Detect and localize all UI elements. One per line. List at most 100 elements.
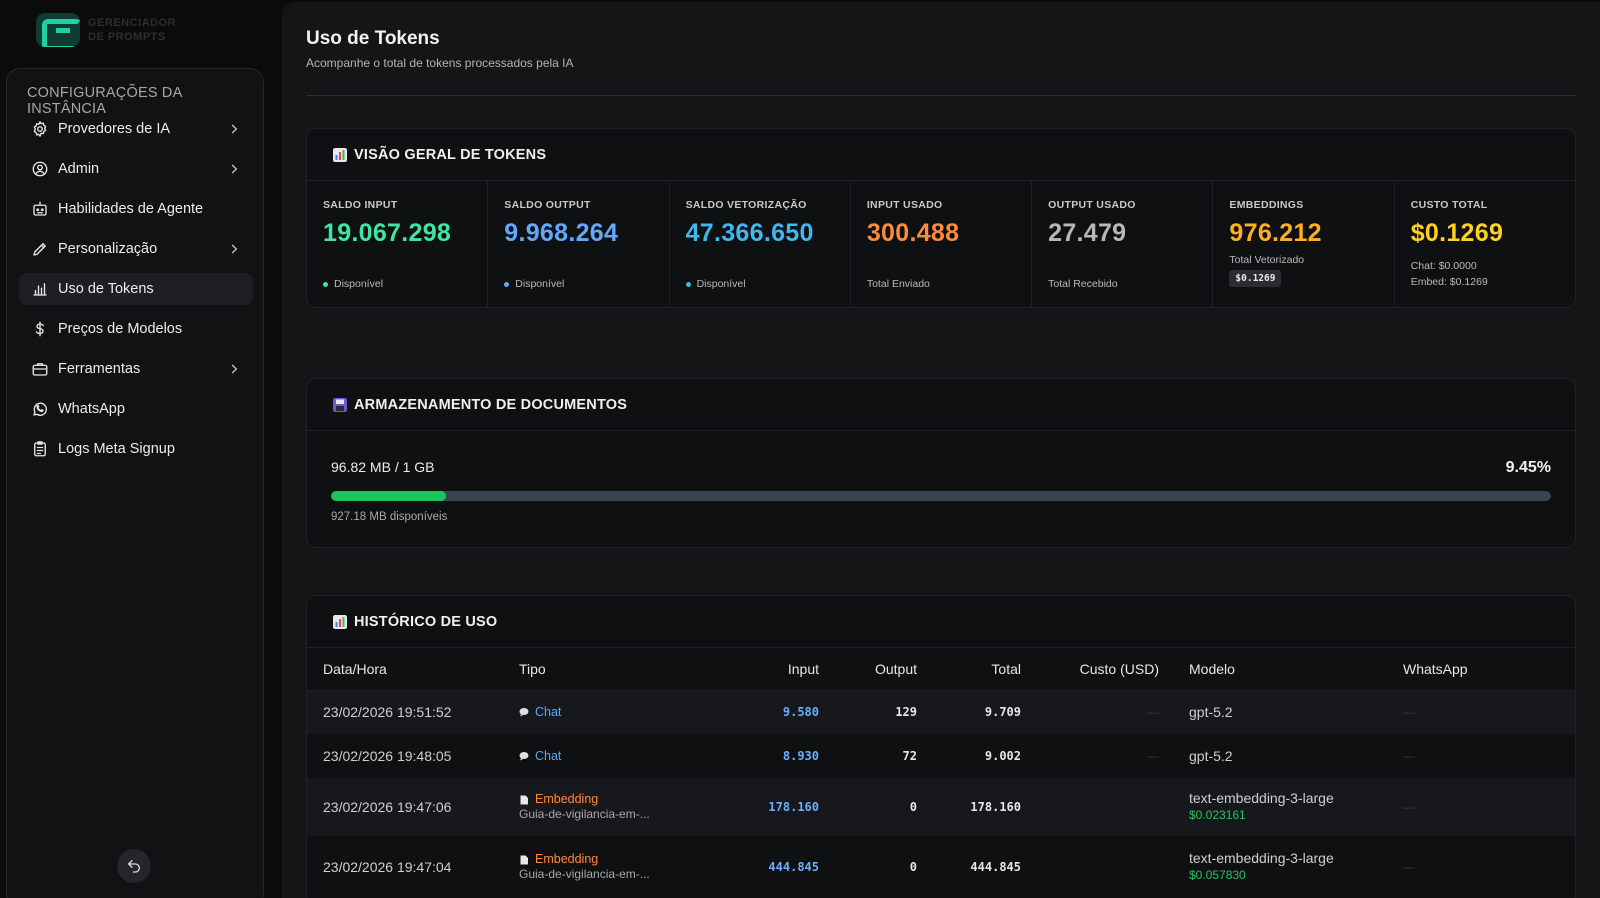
status-dot-icon: [323, 281, 328, 287]
sidebar-item-label: Logs Meta Signup: [58, 441, 175, 457]
sidebar-item-label: WhatsApp: [58, 401, 125, 417]
cell-output: 129: [895, 705, 917, 720]
logo-mark-icon: [36, 13, 80, 47]
briefcase-icon: [31, 360, 49, 378]
undo-arrow-icon: [127, 860, 140, 873]
cell-model: gpt-5.2: [1189, 747, 1233, 764]
storage-progress-bar: [331, 491, 1551, 501]
sidebar-item-provedores-de-ia[interactable]: Provedores de IA: [19, 113, 253, 145]
chevron-right-icon: [227, 242, 241, 256]
cell-input: 8.930: [782, 749, 819, 763]
table-header-row: Data/Hora Tipo Input Output Total Custo …: [307, 648, 1575, 691]
cell-date: 23/02/2026 19:47:04: [323, 859, 452, 875]
document-name: Guia-de-vigilancia-em-...: [519, 867, 650, 881]
col-header-output[interactable]: Output: [819, 648, 917, 691]
sidebar-item-label: Personalização: [58, 241, 158, 257]
stat-foot: Disponível: [504, 278, 564, 290]
gear-icon: [31, 120, 49, 138]
stat-label: SALDO OUTPUT: [504, 199, 591, 211]
cost-badge: $0.1269: [1229, 270, 1282, 287]
stat-label: CUSTO TOTAL: [1410, 199, 1488, 211]
col-header-whatsapp[interactable]: WhatsApp: [1399, 648, 1575, 691]
stat-foot: Disponível: [685, 278, 746, 290]
chat-bubble-icon: [519, 752, 529, 761]
cell-cost: [1021, 836, 1159, 898]
col-header-model[interactable]: Modelo: [1159, 648, 1399, 691]
status-dot-icon: [685, 281, 691, 287]
cell-cost: [1021, 778, 1159, 836]
card-title: ARMAZENAMENTO DE DOCUMENTOS: [354, 396, 628, 413]
sidebar-item-uso-de-tokens[interactable]: Uso de Tokens: [19, 273, 253, 305]
col-header-cost[interactable]: Custo (USD): [1021, 648, 1159, 691]
cell-type: Chat: [519, 734, 699, 778]
stat-foot: Total Recebido: [1048, 278, 1118, 290]
cell-model: text-embedding-3-large $0.023161: [1159, 778, 1399, 836]
stat-value: 9.968.264: [504, 219, 619, 247]
clipboard-icon: [31, 440, 49, 458]
cell-total: 9.002: [984, 749, 1021, 763]
stat-value: 27.479: [1048, 219, 1127, 247]
cell-output: 0: [909, 860, 917, 874]
stat-label: SALDO VETORIZAÇÃO: [685, 199, 807, 211]
page-subtitle: Acompanhe o total de tokens processados …: [306, 56, 574, 70]
table-row[interactable]: 23/02/2026 19:47:04 Embedding Guia-de-vi…: [307, 836, 1575, 898]
sidebar-title: CONFIGURAÇÕES DA INSTÂNCIA: [27, 85, 182, 117]
cell-type: Embedding Guia-de-vigilancia-em-...: [519, 836, 699, 898]
storage-free: 927.18 MB disponíveis: [331, 511, 448, 523]
model-cost: $0.023161: [1189, 808, 1246, 822]
sidebar-item-habilidades-de-agente[interactable]: Habilidades de Agente: [19, 193, 253, 225]
chevron-right-icon: [227, 162, 241, 176]
cell-input: 9.580: [782, 705, 819, 720]
col-header-total[interactable]: Total: [917, 648, 1021, 691]
table-row[interactable]: 23/02/2026 19:47:06 Embedding Guia-de-vi…: [307, 778, 1575, 836]
sidebar-item-label: Uso de Tokens: [58, 281, 154, 297]
sidebar-item-precos-de-modelos[interactable]: Preços de Modelos: [19, 313, 253, 345]
bar-chart-icon: [31, 280, 49, 298]
stat-value: 300.488: [866, 219, 960, 247]
document-icon: [520, 795, 528, 804]
logo[interactable]: GERENCIADOR DE PROMPTS: [36, 10, 196, 50]
robot-icon: [31, 200, 49, 218]
stats-row: SALDO INPUT 19.067.298 Disponível SALDO …: [307, 181, 1575, 307]
cell-input: 178.160: [768, 800, 819, 814]
col-header-input[interactable]: Input: [699, 648, 819, 691]
stat-label: OUTPUT USADO: [1048, 199, 1136, 211]
cell-model: gpt-5.2: [1189, 703, 1233, 720]
cell-total: 178.160: [970, 800, 1021, 814]
document-name: Guia-de-vigilancia-em-...: [519, 807, 650, 821]
card-header: ARMAZENAMENTO DE DOCUMENTOS: [307, 379, 1575, 431]
sidebar-item-personalizacao[interactable]: Personalização: [19, 233, 253, 265]
table-row[interactable]: 23/02/2026 19:48:05 Chat 8.930 72 9.002 …: [307, 734, 1575, 778]
storage-card: ARMAZENAMENTO DE DOCUMENTOS 96.82 MB / 1…: [306, 378, 1576, 548]
stat-label: EMBEDDINGS: [1229, 199, 1304, 211]
sidebar-item-logs-meta-signup[interactable]: Logs Meta Signup: [19, 433, 253, 465]
usage-table: Data/Hora Tipo Input Output Total Custo …: [307, 648, 1575, 898]
storage-used: 96.82 MB / 1 GB: [331, 459, 435, 475]
col-header-date[interactable]: Data/Hora: [307, 648, 519, 691]
col-header-type[interactable]: Tipo: [519, 648, 699, 691]
sidebar-item-label: Provedores de IA: [58, 121, 171, 137]
sidebar-item-whatsapp[interactable]: WhatsApp: [19, 393, 253, 425]
cell-date: 23/02/2026 19:51:52: [323, 704, 452, 721]
chevron-right-icon: [227, 362, 241, 376]
cell-whatsapp: —: [1403, 749, 1415, 763]
bar-chart-emoji-icon: [333, 614, 347, 629]
cell-model: text-embedding-3-large $0.057830: [1159, 836, 1399, 898]
pen-icon: [31, 240, 49, 258]
sidebar-item-admin[interactable]: Admin: [19, 153, 253, 185]
table-row[interactable]: 23/02/2026 19:51:52 Chat 9.580 129 9.709…: [307, 690, 1575, 734]
back-button[interactable]: [117, 849, 151, 883]
stat-embeddings: EMBEDDINGS 976.212 Total Vetorizado $0.1…: [1213, 181, 1395, 307]
embed-cost: Embed: $0.1269: [1410, 276, 1488, 288]
stat-foot: Total Enviado: [866, 278, 930, 290]
cell-total: 9.709: [984, 705, 1021, 720]
cell-cost: —: [1147, 705, 1159, 720]
sidebar-item-ferramentas[interactable]: Ferramentas: [19, 353, 253, 385]
stat-value: 47.366.650: [685, 219, 814, 247]
chevron-right-icon: [227, 122, 241, 136]
cell-type: Embedding Guia-de-vigilancia-em-...: [519, 778, 699, 836]
stat-saldo-input: SALDO INPUT 19.067.298 Disponível: [307, 181, 489, 307]
stat-value: 976.212: [1229, 219, 1322, 247]
cell-output: 72: [902, 749, 917, 763]
